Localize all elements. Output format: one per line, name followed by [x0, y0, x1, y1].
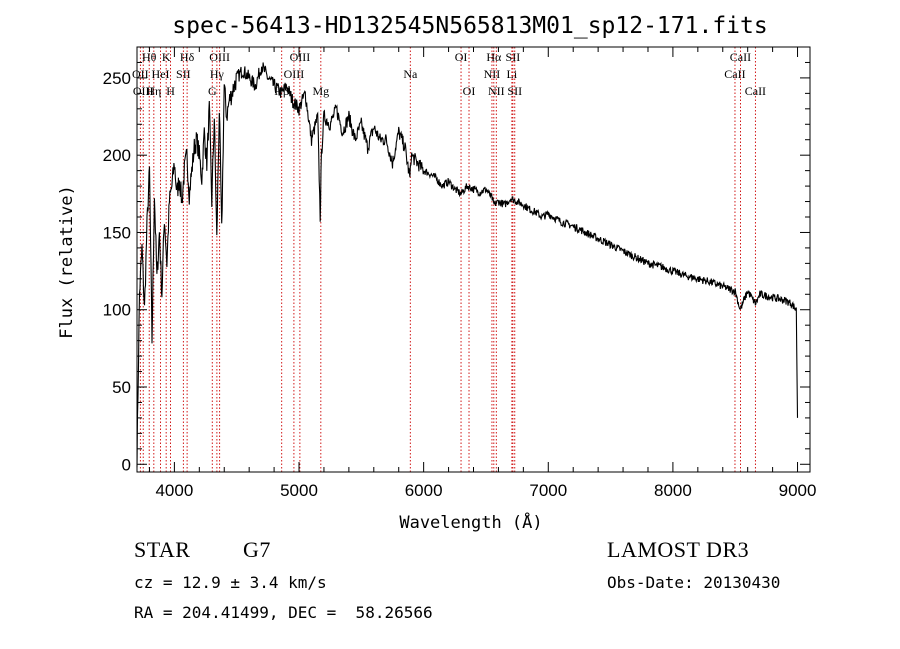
spectral-line-label: OI — [455, 50, 468, 64]
observation-date: Obs-Date: 20130430 — [607, 573, 781, 592]
spectral-subclass: G7 — [243, 537, 271, 562]
spectral-line-label: Na — [403, 67, 418, 81]
spectral-line-label: OIII — [133, 84, 154, 98]
y-axis-ticks: 0 50 100 150 200 250 — [103, 61, 810, 474]
spectral-line-label: OIII — [284, 67, 305, 81]
object-class: STAR — [134, 537, 191, 562]
y-tick-label: 100 — [103, 301, 131, 320]
spectral-line-label: Hα — [486, 50, 502, 64]
survey-name: LAMOST DR3 — [607, 537, 750, 562]
spectral-line-label: CaII — [730, 50, 751, 64]
spectral-line-label: CaII — [724, 67, 745, 81]
spectral-line-label: NII — [484, 67, 501, 81]
spectral-line-label: K — [162, 50, 171, 64]
spectral-line-label: OIII — [209, 50, 230, 64]
spectral-line-label: Hδ — [180, 50, 195, 64]
x-axis-ticks: 4000 5000 6000 7000 8000 9000 — [148, 47, 817, 500]
spectral-line-label: OII — [132, 67, 149, 81]
spectral-line-label: Mg — [312, 84, 329, 98]
spectral-line-markers — [139, 47, 756, 472]
spectrum-chart: spec-56413-HD132545N565813M01_sp12-171.f… — [57, 13, 817, 533]
x-tick-label: 5000 — [280, 481, 318, 500]
spectral-line-label: OIII — [290, 50, 311, 64]
spectral-line-label: CaII — [745, 84, 766, 98]
spectrum-series — [136, 62, 799, 468]
spectral-line-label: G — [208, 84, 217, 98]
spectral-line-label: SII — [176, 67, 191, 81]
x-tick-label: 4000 — [155, 481, 193, 500]
y-tick-label: 50 — [112, 378, 131, 397]
spectral-line-label: NII — [488, 84, 505, 98]
plot-frame — [136, 46, 811, 473]
coordinates: RA = 204.41499, DEC = 58.26566 — [134, 603, 433, 622]
chart-title: spec-56413-HD132545N565813M01_sp12-171.f… — [172, 13, 767, 39]
y-tick-label: 200 — [103, 146, 131, 165]
spectral-line-label: Hη — [146, 84, 161, 98]
y-axis-label: Flux (relative) — [57, 185, 77, 339]
spectral-line-label: SII — [506, 50, 521, 64]
y-tick-label: 0 — [122, 455, 131, 474]
spectral-line-label: OI — [463, 84, 476, 98]
spectral-line-label: HeI — [152, 67, 170, 81]
y-tick-label: 150 — [103, 223, 131, 242]
x-axis-label: Wavelength (Å) — [399, 511, 542, 533]
x-tick-label: 6000 — [405, 481, 443, 500]
x-tick-label: 9000 — [779, 481, 817, 500]
spectral-line-label: SII — [507, 84, 522, 98]
spectral-line-label: Hθ — [142, 50, 157, 64]
spectral-line-label: Li — [507, 67, 518, 81]
spectral-line-label: Hγ — [210, 67, 225, 81]
redshift-velocity: cz = 12.9 ± 3.4 km/s — [134, 573, 327, 592]
spectral-line-label: H — [166, 84, 175, 98]
x-tick-label: 7000 — [529, 481, 567, 500]
x-tick-label: 8000 — [654, 481, 692, 500]
spectral-line-labels: OIIOIIIHθHηHeIKHSIIHδGHγOIIIHβOIIIOIIIMg… — [132, 50, 766, 98]
y-tick-label: 250 — [103, 69, 131, 88]
